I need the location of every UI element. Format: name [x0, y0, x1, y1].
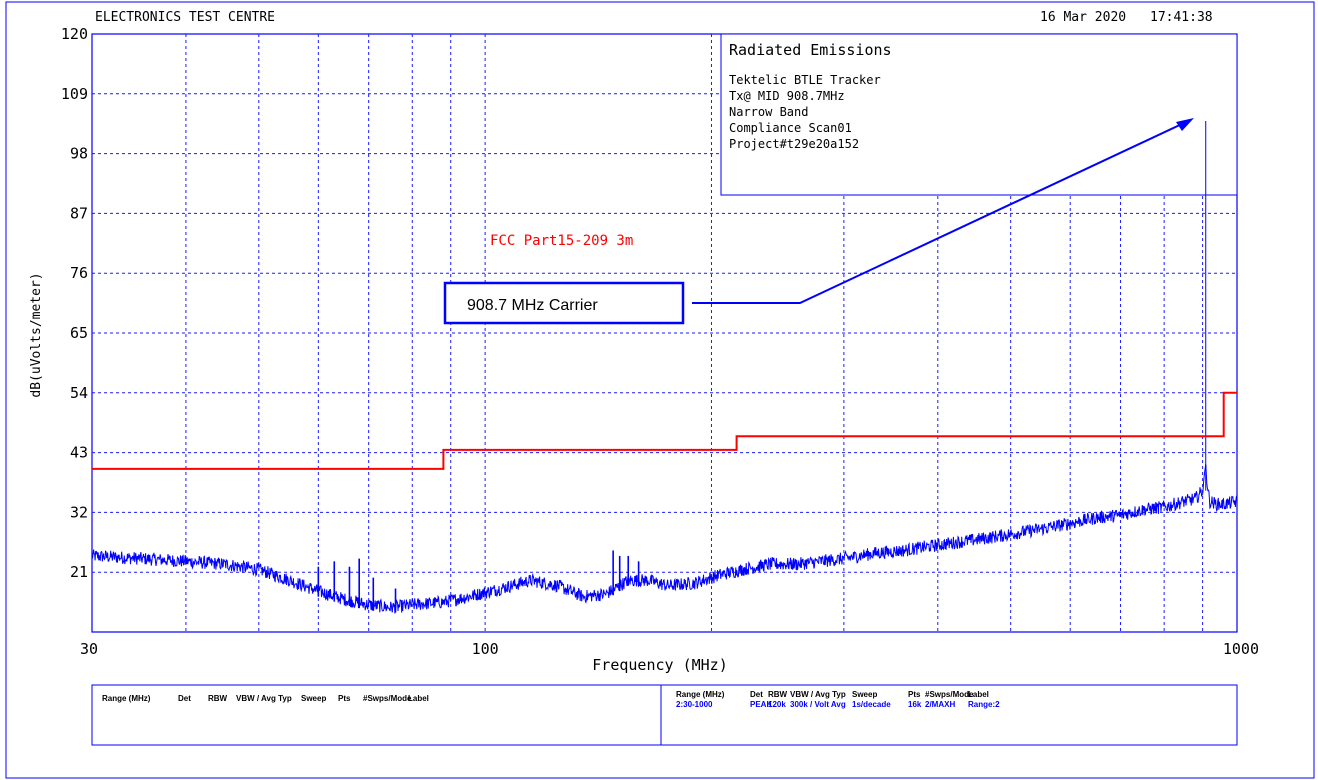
footer-left-header: RBW — [208, 694, 228, 703]
carrier-arrowhead — [1176, 118, 1194, 131]
carrier-label: 908.7 MHz Carrier — [467, 297, 598, 314]
footer-left-headers: Range (MHz) Det RBW VBW / Avg Typ Sweep Pts #S… — [102, 694, 429, 703]
footer-left-header: VBW / Avg Typ — [236, 694, 292, 703]
footer-right-header: Sweep — [852, 690, 877, 699]
y-tick-label: 87 — [70, 204, 88, 222]
footer-table — [91, 684, 1238, 746]
x-tick-label: 100 — [472, 640, 499, 658]
y-axis-label: dB(uVolts/meter) — [29, 272, 44, 397]
info-line-project: Project#t29e20a152 — [729, 137, 859, 151]
footer-right-header: VBW / Avg Typ — [790, 690, 846, 699]
y-tick-labels: 120 109 98 87 76 65 54 43 32 21 — [61, 25, 88, 581]
footer-right-value: 300k / Volt Avg — [790, 700, 846, 709]
footer-right-header: Range (MHz) — [676, 690, 725, 699]
y-tick-label: 65 — [70, 324, 88, 342]
plot-grid — [91, 33, 1238, 633]
lab-name: ELECTRONICS TEST CENTRE — [95, 10, 275, 25]
footer-right-value: 120k — [768, 700, 786, 709]
info-line-tx: Tx@ MID 908.7MHz — [729, 89, 845, 103]
footer-right-value: PEAK — [750, 700, 772, 709]
footer-right-header: RBW — [768, 690, 788, 699]
limit-line — [92, 391, 1237, 470]
x-axis-label: Frequency (MHz) — [592, 656, 727, 674]
outer-frame — [5, 1, 1315, 779]
info-line-band: Narrow Band — [729, 105, 808, 119]
footer-left-header: Sweep — [301, 694, 326, 703]
footer-right-header: Label — [968, 690, 989, 699]
footer-right-value: Range:2 — [968, 700, 1000, 709]
x-tick-labels: 30 100 1000 — [80, 640, 1259, 658]
measurement-trace — [91, 464, 1238, 614]
carrier-label-box — [443, 281, 685, 325]
footer-right-value: 2/MAXH — [925, 700, 955, 709]
footer-left-header: #Swps/Mode — [363, 694, 412, 703]
info-box-title: Radiated Emissions — [729, 41, 892, 59]
y-tick-label: 32 — [70, 503, 88, 521]
info-line-scan: Compliance Scan01 — [729, 121, 852, 135]
series-group — [91, 120, 1238, 614]
x-tick-label: 1000 — [1223, 640, 1259, 658]
footer-right-header: #Swps/Mode — [925, 690, 974, 699]
footer-left-header: Det — [178, 694, 191, 703]
y-tick-label: 120 — [61, 25, 88, 43]
y-tick-label: 76 — [70, 264, 88, 282]
footer-right-value: 16k — [908, 700, 922, 709]
y-tick-label: 21 — [70, 563, 88, 581]
footer-left-header: Range (MHz) — [102, 694, 151, 703]
footer-left-header: Pts — [338, 694, 351, 703]
footer-right-header: Det — [750, 690, 763, 699]
info-line-device: Tektelic BTLE Tracker — [729, 73, 881, 87]
y-tick-label: 43 — [70, 444, 88, 462]
carrier-arrow-line — [692, 122, 1185, 304]
footer-left-header: Label — [408, 694, 429, 703]
footer-right-value: 1s/decade — [852, 700, 891, 709]
header-date: 16 Mar 2020 — [1040, 10, 1126, 25]
footer-right-headers: Range (MHz) Det RBW VBW / Avg Typ Sweep Pts #S… — [676, 690, 989, 699]
x-tick-label: 30 — [80, 640, 98, 658]
y-tick-label: 54 — [70, 384, 88, 402]
footer-right-header: Pts — [908, 690, 921, 699]
footer-right-value: 2:30-1000 — [676, 700, 713, 709]
y-tick-label: 98 — [70, 145, 88, 163]
y-tick-label: 109 — [61, 85, 88, 103]
header-time: 17:41:38 — [1150, 10, 1213, 25]
info-box — [720, 33, 1238, 196]
limit-label: FCC Part15-209 3m — [490, 233, 633, 249]
